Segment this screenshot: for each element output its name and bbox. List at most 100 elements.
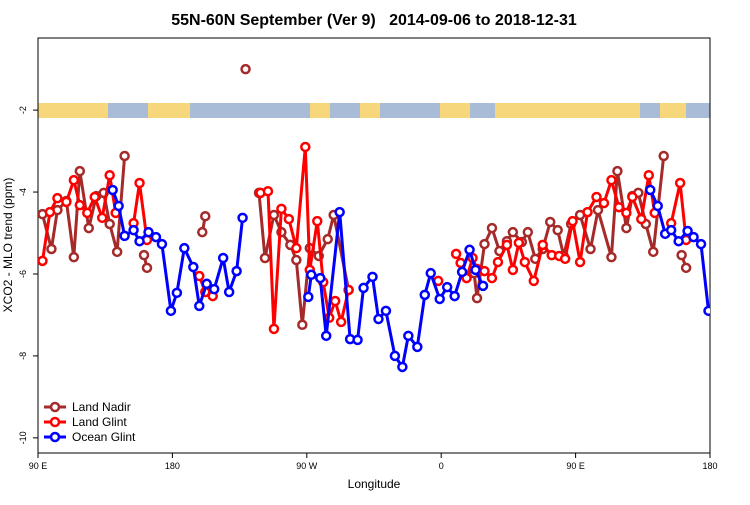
data-point xyxy=(82,207,93,219)
data-point xyxy=(389,350,401,362)
data-point xyxy=(479,265,490,277)
data-point xyxy=(412,341,423,353)
data-point xyxy=(320,330,332,342)
data-point xyxy=(695,238,707,250)
data-point xyxy=(507,264,519,276)
data-point xyxy=(113,200,124,212)
x-tick-label: 90 E xyxy=(29,461,48,471)
data-point xyxy=(134,235,145,247)
data-point xyxy=(585,243,596,255)
data-point xyxy=(636,213,647,225)
data-point xyxy=(262,185,274,197)
data-point xyxy=(143,226,154,238)
legend-marker xyxy=(49,431,61,443)
data-point xyxy=(676,249,687,261)
data-point xyxy=(179,242,190,254)
data-point xyxy=(544,216,556,228)
data-point xyxy=(367,271,378,283)
data-point xyxy=(680,262,692,274)
data-point xyxy=(74,199,86,211)
data-point xyxy=(68,251,80,263)
data-point xyxy=(373,313,384,325)
data-point xyxy=(486,222,498,234)
data-point xyxy=(470,264,481,276)
data-point xyxy=(643,169,655,181)
data-point xyxy=(507,226,519,238)
data-point xyxy=(552,224,563,236)
data-point xyxy=(486,272,498,284)
data-point xyxy=(165,305,177,317)
data-point xyxy=(582,206,593,218)
series xyxy=(107,184,710,373)
data-point xyxy=(397,361,408,373)
y-tick-label: -6 xyxy=(18,270,28,278)
data-point xyxy=(648,246,659,258)
data-point xyxy=(150,231,162,243)
data-point xyxy=(627,191,638,203)
x-tick-label: 0 xyxy=(439,461,444,471)
data-point xyxy=(38,255,48,267)
legend-marker xyxy=(49,416,61,428)
data-point xyxy=(276,203,287,215)
data-point xyxy=(312,215,323,227)
data-point xyxy=(197,226,208,238)
y-tick-label: -8 xyxy=(18,352,28,360)
data-point xyxy=(291,242,302,254)
data-point xyxy=(537,239,548,251)
data-point xyxy=(591,191,602,203)
land-mask-strip xyxy=(38,103,710,118)
data-point xyxy=(74,165,86,177)
data-point xyxy=(107,184,118,196)
data-point xyxy=(171,287,183,299)
data-point xyxy=(268,323,280,335)
data-point xyxy=(492,256,504,268)
data-point xyxy=(335,316,347,328)
data-point xyxy=(119,150,130,162)
data-point xyxy=(96,212,108,224)
data-point xyxy=(223,286,235,298)
data-point xyxy=(612,165,623,177)
data-point xyxy=(104,169,115,181)
data-point xyxy=(128,224,139,236)
data-point xyxy=(665,224,677,236)
data-point xyxy=(231,265,242,277)
legend-label: Land Nadir xyxy=(72,400,131,414)
data-point xyxy=(613,201,625,213)
data-point xyxy=(574,256,586,268)
data-point xyxy=(156,238,168,250)
data-point xyxy=(479,238,490,250)
data-point xyxy=(138,249,150,261)
data-point xyxy=(380,305,392,317)
data-point xyxy=(111,246,123,258)
data-point xyxy=(592,204,604,216)
data-point xyxy=(513,237,525,249)
data-point xyxy=(46,243,57,255)
data-point xyxy=(322,233,333,245)
x-axis-label: Longitude xyxy=(348,477,401,491)
data-point xyxy=(519,256,531,268)
data-point xyxy=(89,191,100,203)
data-point xyxy=(358,282,369,294)
data-point xyxy=(68,174,80,186)
data-point xyxy=(291,254,302,266)
data-point xyxy=(403,330,414,342)
series xyxy=(38,141,692,335)
data-point xyxy=(194,300,205,312)
series-line xyxy=(41,155,688,327)
data-point xyxy=(477,280,489,292)
data-point xyxy=(208,283,220,295)
data-point xyxy=(673,235,684,247)
data-point xyxy=(306,269,317,281)
data-point xyxy=(240,63,251,75)
data-point xyxy=(314,272,326,284)
data-point xyxy=(83,222,95,234)
data-point xyxy=(104,218,115,230)
data-point xyxy=(217,252,229,264)
data-point xyxy=(283,213,295,225)
data-point xyxy=(334,206,345,218)
data-point xyxy=(61,196,72,208)
data-point xyxy=(434,293,445,305)
data-point xyxy=(682,225,693,237)
